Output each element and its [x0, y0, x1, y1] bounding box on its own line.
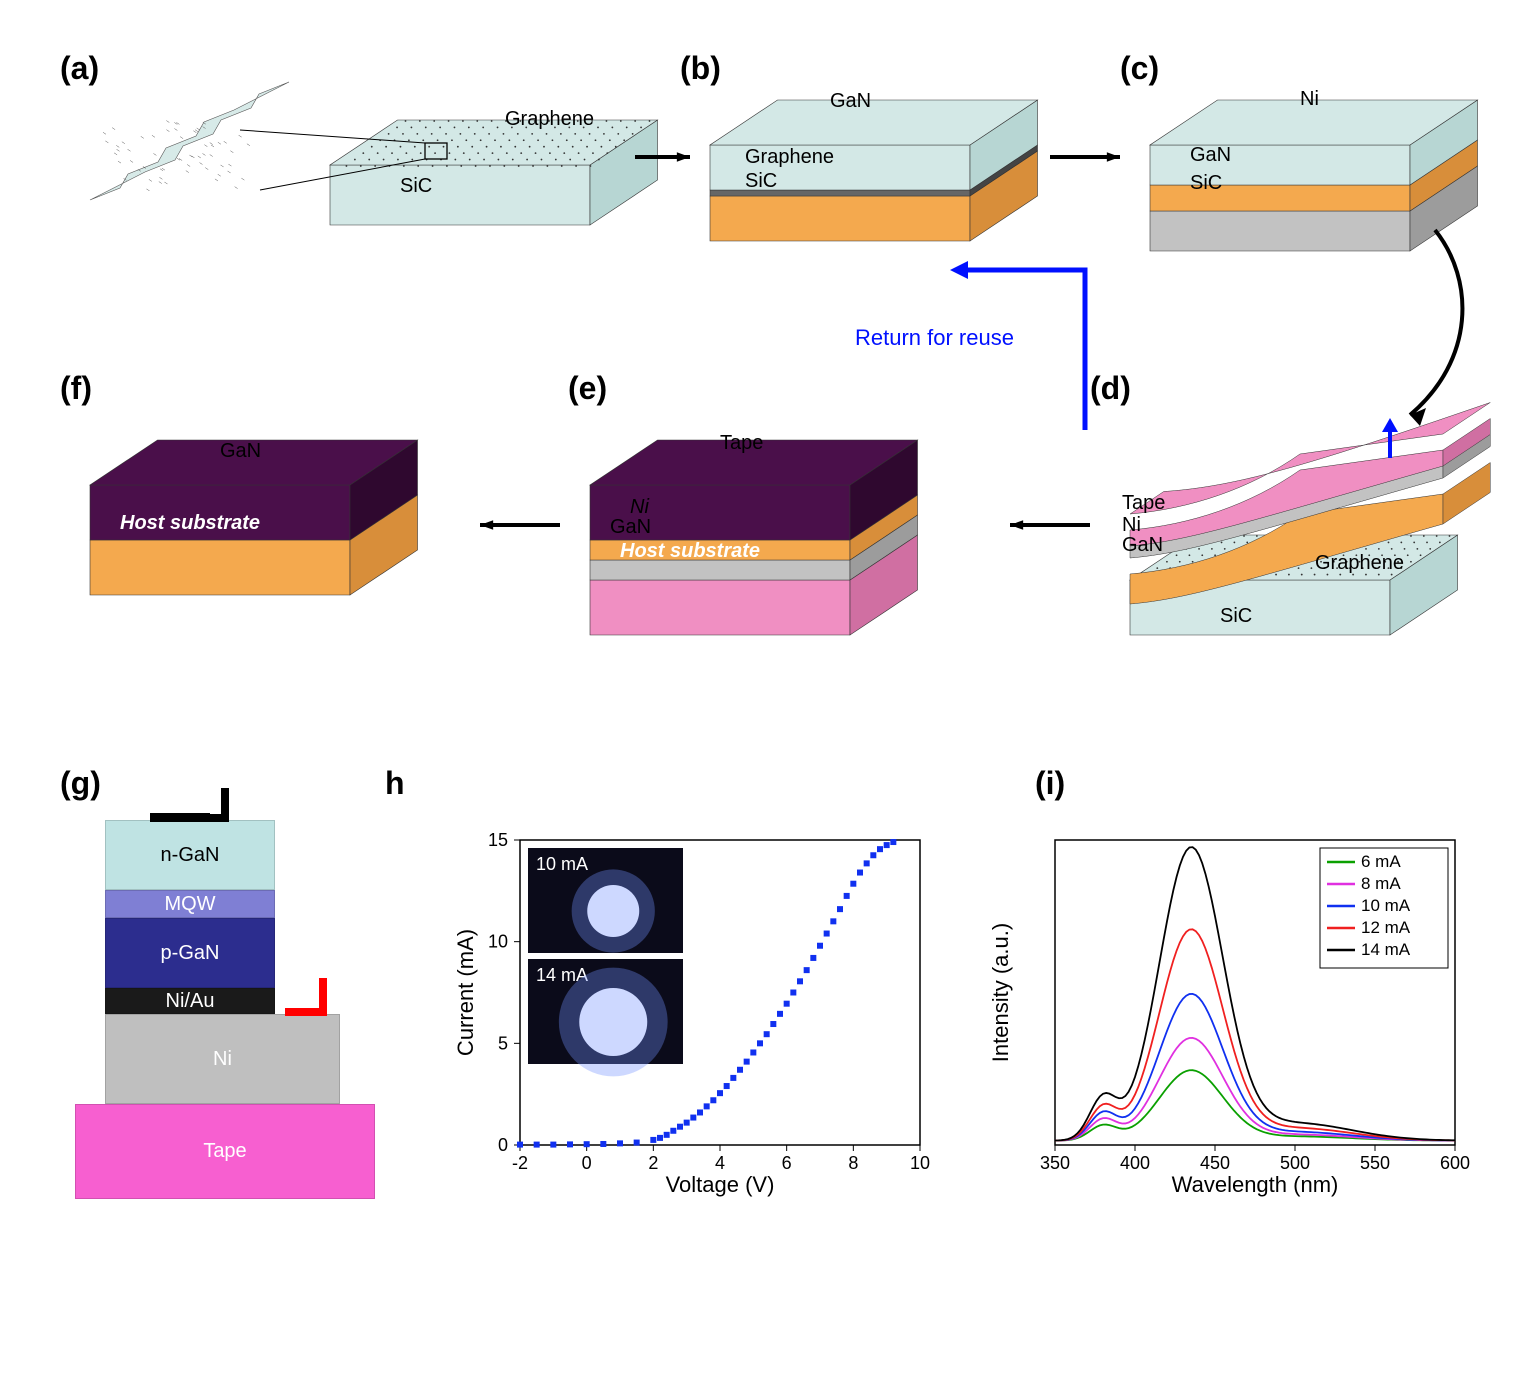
layer-label: Graphene — [1315, 552, 1404, 575]
svg-text:6 mA: 6 mA — [1361, 852, 1401, 871]
graphene-zoom — [90, 90, 280, 220]
layer-label: SiC — [400, 175, 432, 198]
iso-stack — [330, 120, 668, 265]
svg-text:10: 10 — [488, 932, 508, 952]
panel-label-d: (d) — [1090, 370, 1131, 407]
layer-label: Tape — [720, 432, 763, 455]
svg-text:500: 500 — [1280, 1153, 1310, 1173]
svg-text:Wavelength (nm): Wavelength (nm) — [1172, 1172, 1339, 1197]
svg-text:400: 400 — [1120, 1153, 1150, 1173]
led-stack: n-GaNMQWp-GaNNi/AuNiTape — [75, 820, 375, 1199]
svg-text:Current (mA): Current (mA) — [455, 929, 478, 1056]
svg-text:14 mA: 14 mA — [1361, 940, 1411, 959]
panel-label-c: (c) — [1120, 50, 1159, 87]
svg-text:15: 15 — [488, 830, 508, 850]
svg-text:350: 350 — [1040, 1153, 1070, 1173]
svg-text:Voltage (V): Voltage (V) — [666, 1172, 775, 1197]
svg-text:4: 4 — [715, 1153, 725, 1173]
stack-layer-p-gan: p-GaN — [105, 918, 275, 988]
panel-label-i: (i) — [1035, 765, 1065, 802]
return-label: Return for reuse — [855, 325, 1014, 351]
layer-label: SiC — [745, 170, 777, 193]
stack-layer-tape: Tape — [75, 1104, 375, 1199]
svg-text:12 mA: 12 mA — [1361, 918, 1411, 937]
panel-label-f: (f) — [60, 370, 92, 407]
legend: 6 mA 8 mA 10 mA 12 mA 14 mA — [1320, 848, 1448, 968]
iv-chart: -20246810051015Voltage (V)Current (mA)10… — [455, 830, 935, 1200]
figure-root: (a)(b)(c)(d)(e)(f)(g)h(i)GrapheneSiCGaNG… — [30, 30, 1507, 1346]
layer-label: GaN — [1190, 144, 1231, 167]
svg-text:0: 0 — [582, 1153, 592, 1173]
panel-label-b: (b) — [680, 50, 721, 87]
layer-label: GaN — [1122, 534, 1163, 557]
panel-label-a: (a) — [60, 50, 99, 87]
svg-text:8 mA: 8 mA — [1361, 874, 1401, 893]
svg-text:Intensity (a.u.): Intensity (a.u.) — [990, 923, 1013, 1062]
panel-label-e: (e) — [568, 370, 607, 407]
svg-text:10 mA: 10 mA — [536, 854, 588, 874]
stack-layer-mqw: MQW — [105, 890, 275, 918]
panel-label-g: (g) — [60, 765, 101, 802]
iso-stack — [90, 440, 428, 635]
svg-text:8: 8 — [848, 1153, 858, 1173]
svg-text:6: 6 — [782, 1153, 792, 1173]
iso-stack — [1150, 100, 1488, 291]
layer-label: GaN — [220, 440, 261, 463]
layer-label: GaN — [830, 90, 871, 113]
layer-label: SiC — [1190, 172, 1222, 195]
layer-label: Graphene — [745, 146, 834, 169]
svg-text:0: 0 — [498, 1135, 508, 1155]
svg-text:550: 550 — [1360, 1153, 1390, 1173]
el-chart: 350 400 450 500 550 600 Wavelength (nm) Intensi… — [990, 830, 1470, 1200]
layer-label: SiC — [1220, 605, 1252, 628]
panel-label-h: h — [385, 765, 405, 802]
svg-text:2: 2 — [648, 1153, 658, 1173]
svg-text:450: 450 — [1200, 1153, 1230, 1173]
layer-label: Tape — [1122, 492, 1165, 515]
layer-label: Host substrate — [120, 512, 260, 535]
stack-layer-ni: Ni — [105, 1014, 340, 1104]
svg-text:10 mA: 10 mA — [1361, 896, 1411, 915]
svg-text:5: 5 — [498, 1033, 508, 1053]
layer-label: Ni — [1300, 88, 1319, 111]
layer-label: Graphene — [505, 108, 594, 131]
svg-text:-2: -2 — [512, 1153, 528, 1173]
stack-layer-ni-au: Ni/Au — [105, 988, 275, 1014]
layer-label: GaN — [610, 516, 651, 539]
svg-text:600: 600 — [1440, 1153, 1470, 1173]
layer-label: Host substrate — [620, 540, 760, 563]
svg-text:10: 10 — [910, 1153, 930, 1173]
stack-layer-n-gan: n-GaN — [105, 820, 275, 890]
